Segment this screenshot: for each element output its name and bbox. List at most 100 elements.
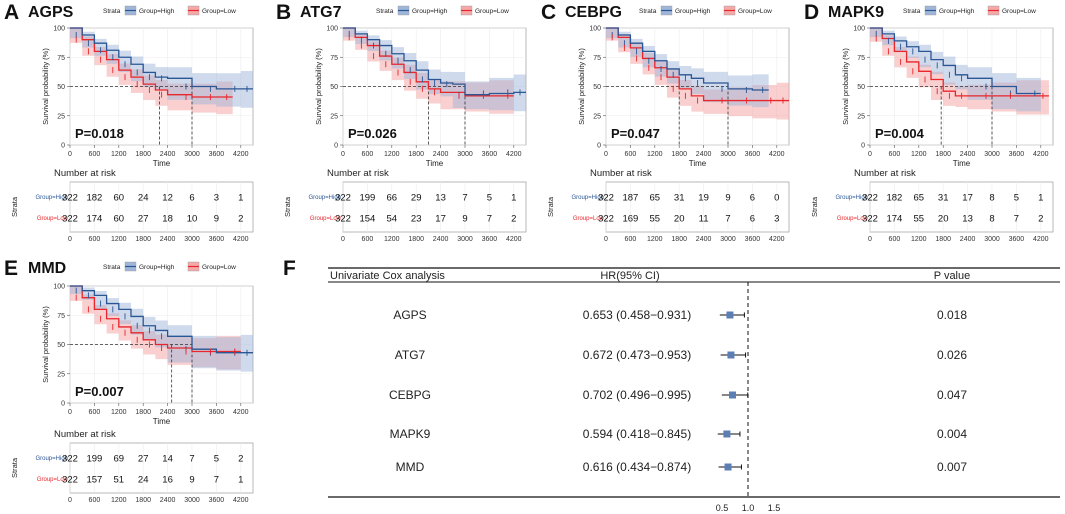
y-tick-label: 25 xyxy=(330,113,338,120)
risk-count-low: 7 xyxy=(487,214,492,225)
risk-count-low: 3 xyxy=(774,214,779,225)
km-curve-high xyxy=(870,27,1041,95)
x-tick-label: 4200 xyxy=(233,151,249,158)
ci-band-high xyxy=(70,28,253,108)
p-value: 0.026 xyxy=(937,348,967,362)
risk-x-tick-label: 3600 xyxy=(1009,236,1025,243)
table-title: Univariate Cox analysis xyxy=(330,270,445,282)
risk-count-high: 17 xyxy=(962,193,973,204)
y-tick-label: 75 xyxy=(593,55,601,62)
x-tick-label: 0 xyxy=(868,151,872,158)
y-axis-label: Survival probability (%) xyxy=(41,48,50,125)
risk-count-high: 5 xyxy=(214,454,219,465)
risk-x-tick-label: 2400 xyxy=(160,497,176,504)
hr-value: 0.594 (0.418−0.845) xyxy=(583,427,691,441)
risk-count-high: 1 xyxy=(1038,193,1043,204)
y-axis-label: Survival probability (%) xyxy=(841,48,850,125)
risk-row-label-high: Group=High xyxy=(308,195,341,201)
x-tick-label: 2400 xyxy=(160,151,176,158)
x-tick-label: 1800 xyxy=(935,151,951,158)
km-panel-D: D MAPK9 Strata Group=High Group=Low025507510… xyxy=(804,1,1054,243)
risk-row-label-low: Group=Low xyxy=(837,216,869,222)
risk-count-high: 14 xyxy=(162,454,173,465)
risk-count-low: 169 xyxy=(622,214,638,225)
x-tick-label: 3600 xyxy=(482,151,498,158)
y-tick-label: 50 xyxy=(330,84,338,91)
x-tick-label: 600 xyxy=(89,151,101,158)
risk-count-high: 31 xyxy=(938,193,949,204)
x-tick-label: 3000 xyxy=(184,409,200,416)
risk-count-high: 1 xyxy=(238,193,243,204)
risk-count-low: 9 xyxy=(189,475,194,486)
risk-count-low: 1 xyxy=(238,475,243,486)
y-tick-label: 50 xyxy=(57,342,65,349)
risk-count-low: 174 xyxy=(86,214,102,225)
gene-name: MAPK9 xyxy=(390,427,431,441)
risk-count-low: 322 xyxy=(62,475,78,486)
risk-count-low: 55 xyxy=(914,214,925,225)
risk-count-high: 31 xyxy=(674,193,685,204)
panel-letter: E xyxy=(4,257,18,280)
legend-low-label: Group=Low xyxy=(1002,8,1036,15)
risk-x-tick-label: 4200 xyxy=(1033,236,1049,243)
km-panel-E: E MMD Strata Group=High Group=Low02550751000… xyxy=(4,257,254,504)
risk-x-tick-label: 1800 xyxy=(935,236,951,243)
risk-count-low: 23 xyxy=(411,214,422,225)
risk-count-low: 11 xyxy=(699,214,709,225)
legend-high-label: Group=High xyxy=(675,8,711,15)
risk-table-title: Number at risk xyxy=(854,168,916,179)
risk-count-low: 20 xyxy=(674,214,685,225)
risk-count-high: 5 xyxy=(487,193,492,204)
y-tick-label: 75 xyxy=(57,313,65,320)
y-tick-label: 100 xyxy=(326,26,338,33)
risk-count-low: 157 xyxy=(86,475,102,486)
y-tick-label: 100 xyxy=(589,26,601,33)
risk-count-low: 8 xyxy=(989,214,994,225)
x-tick-label: 1800 xyxy=(408,151,424,158)
hr-point xyxy=(729,391,737,399)
risk-x-tick-label: 3000 xyxy=(184,497,200,504)
x-axis-label: Time xyxy=(153,417,171,426)
y-tick-label: 0 xyxy=(61,143,65,150)
risk-count-low: 7 xyxy=(214,475,219,486)
hr-value: 0.702 (0.496−0.995) xyxy=(583,388,691,402)
x-tick-label: 1800 xyxy=(135,409,151,416)
y-tick-label: 50 xyxy=(593,84,601,91)
risk-x-tick-label: 0 xyxy=(604,236,608,243)
legend-low-label: Group=Low xyxy=(202,8,236,15)
risk-count-low: 9 xyxy=(214,214,219,225)
risk-x-tick-label: 4200 xyxy=(233,236,249,243)
risk-x-tick-label: 0 xyxy=(68,236,72,243)
risk-count-high: 187 xyxy=(622,193,638,204)
km-curve-high xyxy=(343,27,526,96)
p-value-label: P=0.004 xyxy=(875,126,925,141)
x-tick-label: 3600 xyxy=(209,409,225,416)
risk-count-high: 69 xyxy=(114,454,125,465)
risk-count-high: 182 xyxy=(86,193,102,204)
risk-count-low: 13 xyxy=(962,214,973,225)
p-value: 0.004 xyxy=(937,427,967,441)
risk-count-low: 7 xyxy=(1014,214,1019,225)
risk-x-tick-label: 3600 xyxy=(209,497,225,504)
x-tick-label: 2400 xyxy=(696,151,712,158)
risk-count-high: 199 xyxy=(86,454,102,465)
risk-count-low: 17 xyxy=(435,214,446,225)
hr-value: 0.653 (0.458−0.931) xyxy=(583,308,691,322)
legend-strata-label: Strata xyxy=(376,8,394,15)
gene-name: AGPS xyxy=(393,308,426,322)
risk-count-high: 12 xyxy=(162,193,173,204)
x-tick-label: 0 xyxy=(68,409,72,416)
risk-table-title: Number at risk xyxy=(590,168,652,179)
legend-low-label: Group=Low xyxy=(202,264,236,271)
risk-x-tick-label: 4200 xyxy=(233,497,249,504)
risk-count-low: 174 xyxy=(886,214,902,225)
p-value-label: P=0.047 xyxy=(611,126,660,141)
x-axis-label: Time xyxy=(953,159,971,168)
p-value: 0.018 xyxy=(937,308,967,322)
hr-point xyxy=(727,351,735,359)
risk-axis-label: Strata xyxy=(10,457,19,478)
risk-x-tick-label: 1200 xyxy=(111,497,127,504)
x-tick-label: 1200 xyxy=(111,151,127,158)
km-curve-low xyxy=(70,285,241,353)
